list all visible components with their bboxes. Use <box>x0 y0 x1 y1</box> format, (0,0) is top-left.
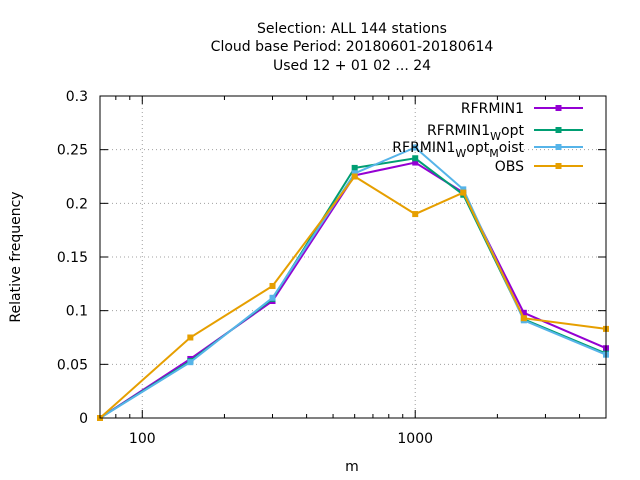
x-tick-label: 100 <box>129 431 156 447</box>
y-tick-label: 0.2 <box>66 196 88 212</box>
y-tick-label: 0.05 <box>57 357 88 373</box>
data-point <box>460 186 467 193</box>
series-line <box>99 146 607 419</box>
legend-item: RFRMIN1WoptMoist <box>392 140 583 160</box>
grid <box>100 96 606 418</box>
legend-item: RFRMIN1 <box>461 101 583 117</box>
series-RFRMIN1 <box>97 159 609 421</box>
data-point <box>412 211 419 218</box>
legend-swatch-marker <box>555 127 562 133</box>
data-point <box>187 334 194 341</box>
data-point <box>351 164 358 171</box>
series-layer <box>97 144 609 421</box>
data-point <box>269 282 276 289</box>
y-tick-label: 0.25 <box>57 143 88 159</box>
chart-title-line-2: Cloud base Period: 20180601-20180614 <box>211 39 494 55</box>
legend-swatch-marker <box>555 105 562 111</box>
y-tick-label: 0.1 <box>66 304 88 320</box>
data-point <box>412 144 419 151</box>
chart-title-line-3: Used 12 + 01 02 ... 24 <box>273 58 431 74</box>
data-point <box>351 173 358 180</box>
legend-item: OBS <box>495 159 583 175</box>
legend-label: RFRMIN1WoptMoist <box>392 140 524 160</box>
legend-swatch-marker <box>555 163 562 169</box>
data-point <box>460 189 467 196</box>
data-point <box>412 155 419 162</box>
legend-swatch-marker <box>555 144 562 150</box>
legend-label: RFRMIN1Wopt <box>427 123 524 143</box>
data-point <box>269 294 276 301</box>
series-RFRMIN1_Wopt_Moist <box>97 144 609 421</box>
legend-label: RFRMIN1 <box>461 101 524 117</box>
series-line <box>99 161 607 419</box>
series-line <box>99 175 607 419</box>
data-point <box>187 359 194 366</box>
data-point <box>520 315 527 322</box>
data-point <box>351 170 358 177</box>
legend-item: RFRMIN1Wopt <box>427 123 583 143</box>
series-OBS <box>97 173 609 421</box>
series-line <box>99 157 607 419</box>
x-axis-label: m <box>345 459 359 475</box>
data-point <box>412 159 419 166</box>
y-axis-label: Relative frequency <box>8 191 24 322</box>
y-tick-label: 0.3 <box>66 89 88 105</box>
chart-title-line-1: Selection: ALL 144 stations <box>257 21 447 37</box>
series-RFRMIN1_Wopt <box>97 155 609 421</box>
axis-ticks: 0 0.05 0.1 0.15 0.2 0.25 0.3 100 1000 <box>57 89 606 447</box>
legend-label: OBS <box>495 159 524 175</box>
y-tick-label: 0.15 <box>57 250 88 266</box>
x-tick-label: 1000 <box>397 431 433 447</box>
data-point <box>520 309 527 316</box>
y-tick-label: 0 <box>79 411 88 427</box>
